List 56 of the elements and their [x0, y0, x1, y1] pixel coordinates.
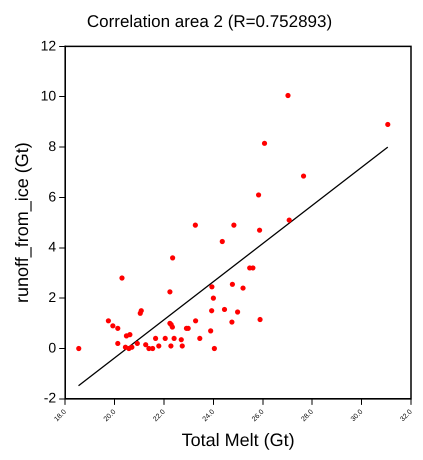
point: [220, 238, 225, 244]
point: [229, 319, 235, 325]
y-tick-label: -2: [44, 390, 56, 406]
point: [168, 343, 174, 349]
y-tick-label: 8: [48, 138, 56, 154]
point: [222, 306, 228, 312]
point: [76, 346, 82, 352]
chart-title: Correlation area 2 (R=0.752893): [86, 12, 332, 31]
point: [210, 296, 216, 301]
point: [178, 337, 184, 342]
point: [192, 222, 198, 228]
point: [234, 309, 240, 315]
y-axis-title: runoff_from_ice (Gt): [12, 142, 32, 303]
point: [212, 346, 217, 352]
point: [115, 326, 120, 331]
point: [172, 336, 177, 342]
point: [300, 173, 306, 179]
point: [143, 342, 148, 348]
point: [167, 289, 173, 294]
y-tick-label: 4: [48, 238, 56, 255]
point: [209, 284, 214, 290]
point: [127, 332, 132, 338]
point: [180, 343, 185, 349]
point: [119, 275, 125, 281]
x-axis-title: Total Melt (Gt): [182, 430, 295, 450]
point: [106, 318, 111, 324]
y-tick-label: 10: [40, 88, 56, 104]
y-tick-label: 0: [48, 339, 56, 356]
point: [257, 316, 263, 322]
point: [240, 285, 246, 291]
point: [208, 328, 214, 334]
point: [170, 255, 176, 260]
y-tick-label: 12: [40, 37, 56, 54]
point: [197, 336, 202, 342]
point: [150, 346, 156, 352]
point: [285, 92, 291, 98]
y-tick-label: 6: [48, 188, 56, 204]
point: [193, 318, 198, 324]
point: [162, 336, 168, 342]
point: [110, 323, 116, 328]
point: [231, 222, 236, 228]
point: [385, 122, 390, 128]
point: [156, 343, 162, 349]
point: [286, 217, 292, 223]
point: [134, 340, 140, 346]
point: [230, 282, 236, 287]
y-tick-label: 2: [48, 288, 56, 305]
point: [129, 344, 134, 350]
point: [115, 340, 120, 346]
point: [262, 140, 268, 146]
point: [170, 324, 175, 330]
point: [152, 336, 158, 342]
point: [138, 308, 144, 314]
point: [209, 308, 214, 314]
point: [256, 228, 262, 233]
point: [256, 192, 262, 198]
